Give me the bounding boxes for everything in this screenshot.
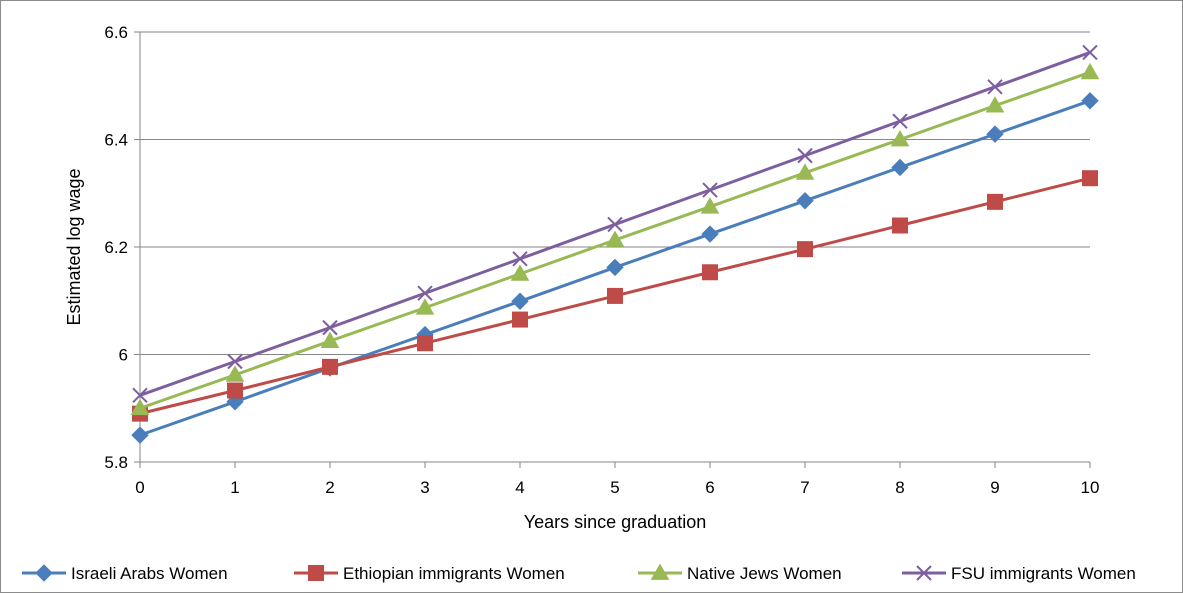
- data-point: [417, 285, 433, 301]
- data-point: [797, 241, 813, 258]
- data-point: [132, 387, 148, 404]
- x-tick-label: 8: [895, 478, 904, 497]
- data-point: [796, 192, 814, 210]
- legend-item-1: Israeli Arabs Women: [22, 564, 228, 583]
- y-tick-label: 5.8: [104, 453, 128, 472]
- x-marker-stroke: [607, 216, 623, 233]
- legend: Israeli Arabs Women Ethiopian immigrants …: [22, 563, 1136, 583]
- legend-label: Ethiopian immigrants Women: [343, 564, 565, 583]
- legend-marker: [650, 563, 670, 580]
- x-marker-stroke: [987, 79, 1003, 95]
- data-point: [605, 230, 625, 247]
- data-point: [702, 264, 718, 281]
- data-point: [225, 365, 245, 382]
- x-tick-label: 10: [1081, 478, 1100, 497]
- data-point: [227, 353, 243, 370]
- x-marker-stroke: [227, 353, 243, 370]
- legend-item-3: Native Jews Women: [638, 563, 842, 583]
- data-point: [131, 426, 149, 444]
- data-point: [890, 129, 910, 147]
- legend-label: FSU immigrants Women: [951, 564, 1136, 583]
- data-point: [227, 382, 243, 399]
- y-tick-labels: 5.8 6 6.2 6.4 6.6: [104, 23, 128, 472]
- data-point: [415, 298, 435, 315]
- data-point: [1080, 62, 1100, 80]
- legend-marker: [35, 564, 53, 582]
- x-tick-label: 3: [420, 478, 429, 497]
- series-4: [132, 44, 1098, 404]
- x-tick-label: 7: [800, 478, 809, 497]
- data-point: [892, 217, 908, 234]
- data-point: [322, 358, 338, 375]
- data-point: [1082, 44, 1098, 61]
- data-point: [417, 335, 433, 352]
- x-marker-stroke: [1082, 44, 1098, 61]
- data-point: [512, 251, 528, 267]
- x-marker-stroke: [797, 147, 813, 164]
- data-point: [1082, 170, 1098, 187]
- data-point: [511, 292, 529, 310]
- x-marker-stroke: [702, 182, 718, 198]
- data-point: [797, 147, 813, 164]
- x-tick-label: 1: [230, 478, 239, 497]
- data-point: [987, 193, 1003, 210]
- series-2: [132, 170, 1098, 422]
- series-group: [130, 44, 1100, 444]
- data-point: [130, 398, 150, 416]
- y-tick-label: 6.2: [104, 238, 128, 257]
- data-point: [891, 158, 909, 177]
- y-axis-title: Estimated log wage: [64, 168, 84, 325]
- x-marker-stroke: [132, 387, 148, 404]
- legend-marker: [916, 565, 932, 581]
- data-point: [607, 287, 623, 304]
- axes: [134, 31, 1091, 468]
- data-point: [892, 113, 908, 129]
- data-point: [512, 311, 528, 328]
- y-tick-label: 6.4: [104, 131, 128, 150]
- x-marker-stroke: [417, 285, 433, 301]
- x-tick-labels: 0 1 2 3 4 5 6 7 8 9 10: [135, 478, 1099, 497]
- data-point: [987, 79, 1003, 95]
- series-3: [130, 62, 1100, 416]
- data-point: [510, 264, 530, 281]
- data-point: [986, 125, 1004, 143]
- legend-item-4: FSU immigrants Women: [902, 564, 1136, 583]
- legend-label: Israeli Arabs Women: [71, 564, 228, 583]
- x-axis-title: Years since graduation: [524, 512, 706, 532]
- data-point: [322, 319, 338, 336]
- series-1: [131, 92, 1099, 444]
- y-tick-label: 6.6: [104, 23, 128, 42]
- x-tick-label: 4: [515, 478, 524, 497]
- x-tick-label: 2: [325, 478, 334, 497]
- data-point: [1081, 92, 1099, 110]
- data-point: [795, 163, 815, 180]
- x-marker-stroke: [916, 565, 932, 581]
- y-tick-label: 6: [119, 346, 128, 365]
- data-point: [607, 216, 623, 233]
- legend-label: Native Jews Women: [687, 564, 842, 583]
- data-point: [606, 258, 624, 277]
- gridlines: [140, 31, 1090, 355]
- data-point: [701, 225, 719, 243]
- x-marker-stroke: [322, 319, 338, 336]
- x-tick-label: 5: [610, 478, 619, 497]
- data-point: [985, 96, 1005, 113]
- x-marker-stroke: [892, 113, 908, 129]
- data-point: [320, 331, 340, 348]
- x-marker-stroke: [512, 251, 528, 267]
- data-point: [702, 182, 718, 198]
- data-point: [700, 197, 720, 214]
- legend-item-2: Ethiopian immigrants Women: [294, 564, 565, 583]
- x-tick-label: 6: [705, 478, 714, 497]
- x-tick-label: 0: [135, 478, 144, 497]
- legend-marker: [308, 565, 324, 581]
- x-tick-label: 9: [990, 478, 999, 497]
